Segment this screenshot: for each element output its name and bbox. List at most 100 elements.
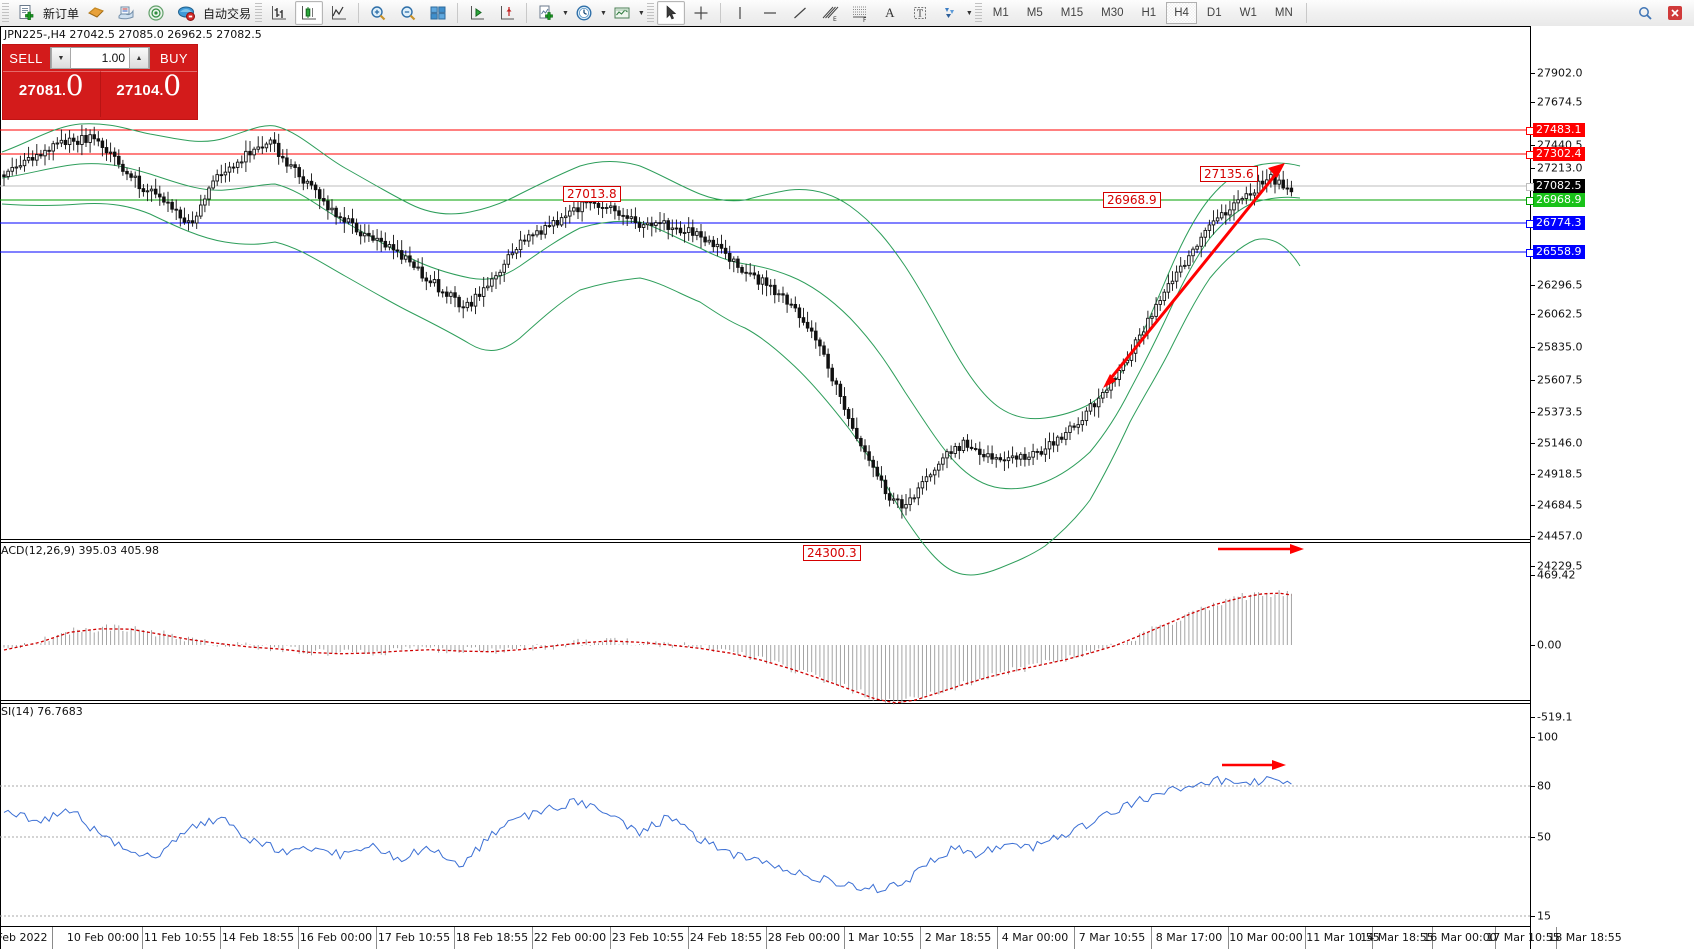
price-level-handle[interactable] xyxy=(1526,220,1534,228)
add-indicator-icon[interactable] xyxy=(532,1,560,25)
lot-size-stepper[interactable]: ▼ 1.00 ▲ xyxy=(50,47,150,69)
templates-icon[interactable] xyxy=(82,1,110,25)
zoom-out-icon[interactable] xyxy=(394,1,422,25)
text-label-icon[interactable]: T xyxy=(906,1,934,25)
price-level-badge[interactable]: 26774.3 xyxy=(1533,216,1585,230)
time-axis-separator xyxy=(298,927,299,949)
price-tag-27013[interactable]: 27013.8 xyxy=(563,186,621,202)
time-axis-separator xyxy=(1228,927,1229,949)
period-separator-icon[interactable] xyxy=(570,1,598,25)
shapes-chevron-down-icon[interactable]: ▼ xyxy=(965,9,973,17)
market-watch-icon[interactable] xyxy=(112,1,140,25)
timeframe-h1[interactable]: H1 xyxy=(1141,7,1157,19)
time-axis-label: 23 Feb 10:55 xyxy=(611,931,685,944)
equidistant-channel-icon[interactable]: E xyxy=(816,1,844,25)
tile-windows-icon[interactable] xyxy=(424,1,452,25)
buy-button[interactable]: BUY xyxy=(160,50,188,66)
lot-increment-button[interactable]: ▲ xyxy=(129,47,149,69)
timeframe-mn[interactable]: MN xyxy=(1274,7,1293,19)
time-axis-label: 16 Mar 00:00 xyxy=(1423,931,1497,944)
toolbar-grip-2[interactable] xyxy=(255,3,263,23)
templates-list-chevron-down-icon[interactable]: ▼ xyxy=(637,9,645,17)
svg-text:T: T xyxy=(917,10,923,20)
sell-button[interactable]: SELL xyxy=(9,50,43,66)
sell-price[interactable]: 27081 . 0 xyxy=(3,71,101,117)
price-tag-24300[interactable]: 24300.3 xyxy=(803,545,861,561)
timeframe-m5[interactable]: M5 xyxy=(1026,7,1043,19)
new-order-icon[interactable] xyxy=(12,1,40,25)
autotrading-icon[interactable] xyxy=(172,1,200,25)
svg-text:E: E xyxy=(833,16,837,22)
time-axis[interactable]: Feb 2022 10 Feb 00:00 11 Feb 10:55 14 Feb 1… xyxy=(0,926,1622,949)
price-axis[interactable]: 27902.0 27674.5 27440.5 27213.0 26296.5 26062… xyxy=(1526,26,1694,949)
timeframe-m15[interactable]: M15 xyxy=(1060,7,1084,19)
timeframe-h4[interactable]: H4 xyxy=(1166,2,1197,24)
buy-price[interactable]: 27104 . 0 xyxy=(100,71,197,117)
crosshair-icon[interactable] xyxy=(687,1,715,25)
time-axis-separator xyxy=(844,927,845,949)
indicator-axis-label: 15 xyxy=(1537,909,1551,923)
price-level-badge[interactable]: 27483.1 xyxy=(1533,123,1585,137)
toolbar-grip-3[interactable] xyxy=(646,3,654,23)
chart-area[interactable]: JPN225-,H4 27042.5 27085.0 26962.5 27082… xyxy=(0,26,1694,949)
price-level-handle[interactable] xyxy=(1526,249,1534,257)
shapes-icon[interactable] xyxy=(936,1,964,25)
price-axis-label: 26296.5 xyxy=(1537,278,1583,292)
close-icon[interactable] xyxy=(1661,1,1689,25)
price-level-badge[interactable]: 26558.9 xyxy=(1533,245,1585,259)
macd-pane-label: ACD(12,26,9) 395.03 405.98 xyxy=(1,544,160,557)
templates-list-icon[interactable] xyxy=(608,1,636,25)
period-separator-chevron-down-icon[interactable]: ▼ xyxy=(599,9,607,17)
price-axis-label: 24918.5 xyxy=(1537,467,1583,481)
price-level-handle[interactable] xyxy=(1526,197,1534,205)
chart-shift-icon[interactable] xyxy=(493,1,521,25)
text-icon[interactable]: A xyxy=(885,5,895,20)
price-axis-tick xyxy=(1531,314,1535,315)
horizontal-line-icon[interactable] xyxy=(756,1,784,25)
trendline-icon[interactable] xyxy=(786,1,814,25)
rsi-arrow-annotation xyxy=(1222,760,1286,770)
price-axis-tick xyxy=(1531,380,1535,381)
line-chart-icon[interactable] xyxy=(325,1,353,25)
timeframe-d1[interactable]: D1 xyxy=(1206,7,1222,19)
one-click-trading-panel[interactable]: SELL ▼ 1.00 ▲ BUY 27081 . 0 27104 . 0 xyxy=(2,44,198,120)
time-axis-label: 16 Feb 00:00 xyxy=(299,931,373,944)
timeframe-w1[interactable]: W1 xyxy=(1239,7,1257,19)
cursor-icon[interactable] xyxy=(656,1,685,25)
autotrading-label[interactable]: 自动交易 xyxy=(203,6,252,21)
toolbar-grip-1[interactable] xyxy=(2,3,9,23)
chart-plot[interactable] xyxy=(0,26,1530,949)
price-level-badge[interactable]: 26968.9 xyxy=(1533,193,1585,207)
time-axis-label: 7 Mar 10:55 xyxy=(1078,931,1146,944)
lot-decrement-button[interactable]: ▼ xyxy=(51,47,71,69)
time-axis-separator xyxy=(997,927,998,949)
buy-price-separator: . xyxy=(159,83,164,98)
price-level-badge[interactable]: 27302.4 xyxy=(1533,147,1585,161)
navigator-icon[interactable] xyxy=(142,1,170,25)
time-axis-label: 18 Feb 18:55 xyxy=(455,931,529,944)
price-level-handle[interactable] xyxy=(1526,183,1534,191)
zoom-in-icon[interactable] xyxy=(364,1,392,25)
price-tag-27135[interactable]: 27135.6 xyxy=(1200,166,1258,182)
add-indicator-chevron-down-icon[interactable]: ▼ xyxy=(562,9,569,17)
price-tag-26968[interactable]: 26968.9 xyxy=(1103,192,1161,208)
time-axis-label: 14 Feb 18:55 xyxy=(221,931,295,944)
bar-chart-icon[interactable] xyxy=(265,1,293,25)
lot-size-input[interactable]: 1.00 xyxy=(101,51,125,65)
price-axis-tick xyxy=(1531,102,1535,103)
price-axis-label: 25373.5 xyxy=(1537,405,1583,419)
vertical-line-icon[interactable] xyxy=(726,1,754,25)
candlestick-series xyxy=(2,124,1294,519)
price-level-handle[interactable] xyxy=(1526,151,1534,159)
time-axis-label: Feb 2022 xyxy=(0,931,48,944)
auto-scroll-icon[interactable] xyxy=(463,1,491,25)
fibonacci-icon[interactable]: F xyxy=(846,1,874,25)
price-level-handle[interactable] xyxy=(1526,127,1534,135)
timeframe-m30[interactable]: M30 xyxy=(1101,7,1124,19)
candlestick-chart-icon[interactable] xyxy=(295,1,324,25)
timeframe-m1[interactable]: M1 xyxy=(992,7,1009,19)
search-icon[interactable] xyxy=(1631,1,1659,25)
new-order-label[interactable]: 新订单 xyxy=(43,6,80,21)
toolbar-grip-4[interactable] xyxy=(974,3,982,23)
price-level-badge[interactable]: 27082.5 xyxy=(1533,179,1585,193)
